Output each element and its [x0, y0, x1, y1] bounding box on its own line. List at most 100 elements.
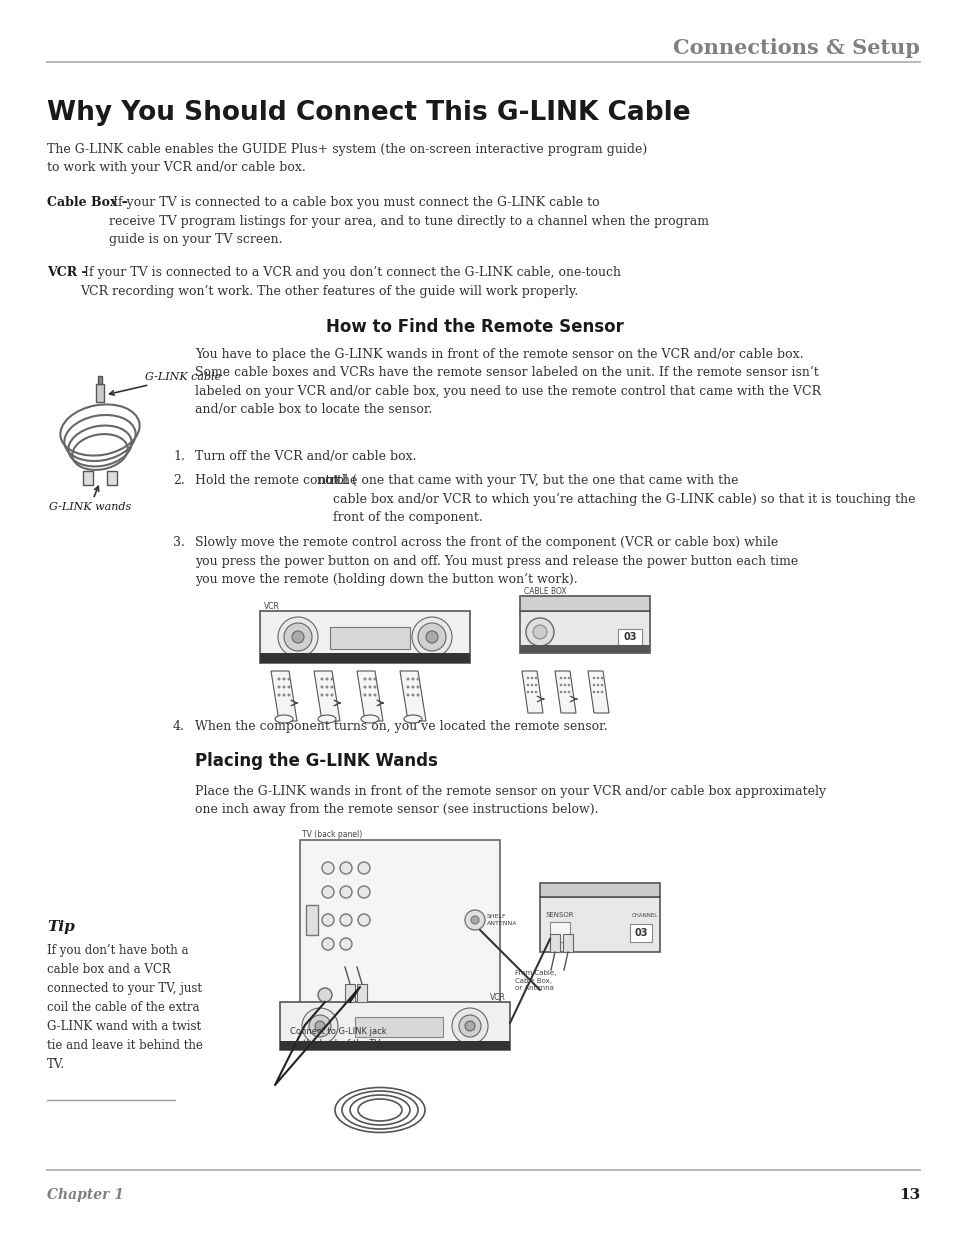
Text: From Cable,
Cable Box,
or Antenna: From Cable, Cable Box, or Antenna — [515, 969, 556, 990]
Bar — [299, 840, 499, 1015]
Circle shape — [339, 914, 352, 926]
Circle shape — [559, 690, 561, 693]
Circle shape — [339, 862, 352, 874]
Text: 2.: 2. — [172, 474, 185, 487]
Circle shape — [563, 677, 566, 679]
Circle shape — [357, 885, 370, 898]
Circle shape — [287, 678, 291, 680]
Circle shape — [411, 678, 414, 680]
Circle shape — [592, 684, 595, 687]
Ellipse shape — [317, 715, 335, 722]
Circle shape — [406, 678, 409, 680]
Text: 1.: 1. — [172, 450, 185, 463]
Bar — [539, 883, 659, 897]
Text: Connect to G-LINK jack
on the back of the TV.: Connect to G-LINK jack on the back of th… — [290, 1028, 386, 1047]
Circle shape — [411, 685, 414, 688]
Circle shape — [320, 694, 323, 697]
Polygon shape — [521, 671, 542, 713]
Circle shape — [322, 914, 334, 926]
Circle shape — [322, 885, 334, 898]
Bar — [550, 923, 569, 942]
Text: Tip: Tip — [47, 920, 74, 934]
Text: G-LINK wands: G-LINK wands — [49, 487, 131, 513]
Circle shape — [464, 1021, 475, 1031]
Circle shape — [600, 690, 602, 693]
Bar — [260, 653, 470, 663]
Ellipse shape — [403, 715, 421, 722]
Bar — [96, 384, 104, 403]
Bar — [345, 984, 355, 1002]
Circle shape — [525, 618, 554, 646]
Ellipse shape — [360, 715, 378, 722]
Circle shape — [374, 694, 376, 697]
Circle shape — [277, 618, 317, 657]
Bar — [330, 627, 410, 650]
Bar — [306, 905, 317, 935]
Polygon shape — [587, 671, 608, 713]
Circle shape — [284, 622, 312, 651]
Text: Slowly move the remote control across the front of the component (VCR or cable b: Slowly move the remote control across th… — [194, 536, 798, 585]
Bar — [355, 1016, 442, 1037]
Circle shape — [592, 677, 595, 679]
Circle shape — [317, 988, 332, 1002]
Circle shape — [426, 631, 437, 643]
Circle shape — [282, 694, 285, 697]
Circle shape — [530, 690, 533, 693]
Bar — [618, 629, 641, 645]
Text: 4.: 4. — [172, 720, 185, 734]
Circle shape — [339, 885, 352, 898]
Circle shape — [339, 939, 352, 950]
Circle shape — [416, 694, 419, 697]
Bar — [519, 597, 649, 611]
Circle shape — [282, 678, 285, 680]
Bar — [356, 984, 367, 1002]
Bar — [519, 611, 649, 653]
Text: Why You Should Connect This G-LINK Cable: Why You Should Connect This G-LINK Cable — [47, 100, 690, 126]
Bar — [98, 375, 102, 384]
Circle shape — [325, 694, 328, 697]
Text: The G-LINK cable enables the GUIDE Plus+ system (the on-screen interactive progr: The G-LINK cable enables the GUIDE Plus+… — [47, 143, 646, 174]
Circle shape — [320, 678, 323, 680]
Polygon shape — [271, 671, 296, 721]
Text: 3.: 3. — [172, 536, 185, 550]
Text: How to Find the Remote Sensor: How to Find the Remote Sensor — [326, 317, 623, 336]
Circle shape — [600, 684, 602, 687]
Circle shape — [302, 1008, 337, 1044]
Text: Turn off the VCR and/or cable box.: Turn off the VCR and/or cable box. — [194, 450, 416, 463]
Text: Place the G-LINK wands in front of the remote sensor on your VCR and/or cable bo: Place the G-LINK wands in front of the r… — [194, 785, 825, 816]
Circle shape — [526, 690, 529, 693]
Circle shape — [287, 685, 291, 688]
Bar — [550, 934, 559, 952]
Bar — [107, 471, 117, 485]
Text: VCR: VCR — [264, 601, 279, 611]
Text: Connections & Setup: Connections & Setup — [673, 38, 919, 58]
Circle shape — [596, 677, 598, 679]
Bar — [83, 471, 92, 485]
Circle shape — [596, 684, 598, 687]
Circle shape — [412, 618, 452, 657]
Text: VCR –: VCR – — [47, 266, 88, 279]
Text: You have to place the G-LINK wands in front of the remote sensor on the VCR and/: You have to place the G-LINK wands in fr… — [194, 348, 821, 416]
Polygon shape — [555, 671, 576, 713]
Circle shape — [314, 1021, 325, 1031]
Circle shape — [363, 678, 366, 680]
Circle shape — [559, 684, 561, 687]
Text: Chapter 1: Chapter 1 — [47, 1188, 124, 1202]
Text: the one that came with your TV, but the one that came with the
cable box and/or : the one that came with your TV, but the … — [333, 474, 914, 524]
Circle shape — [357, 914, 370, 926]
Circle shape — [416, 678, 419, 680]
Circle shape — [417, 622, 446, 651]
Circle shape — [374, 678, 376, 680]
Text: 03: 03 — [622, 632, 636, 642]
Circle shape — [320, 685, 323, 688]
Circle shape — [416, 685, 419, 688]
Circle shape — [534, 684, 537, 687]
Text: If you don’t have both a
cable box and a VCR
connected to your TV, just
coil the: If you don’t have both a cable box and a… — [47, 944, 203, 1071]
Circle shape — [471, 916, 478, 924]
Circle shape — [411, 694, 414, 697]
Circle shape — [330, 678, 334, 680]
Circle shape — [309, 1015, 331, 1037]
Circle shape — [600, 677, 602, 679]
Circle shape — [567, 684, 570, 687]
Circle shape — [368, 678, 371, 680]
